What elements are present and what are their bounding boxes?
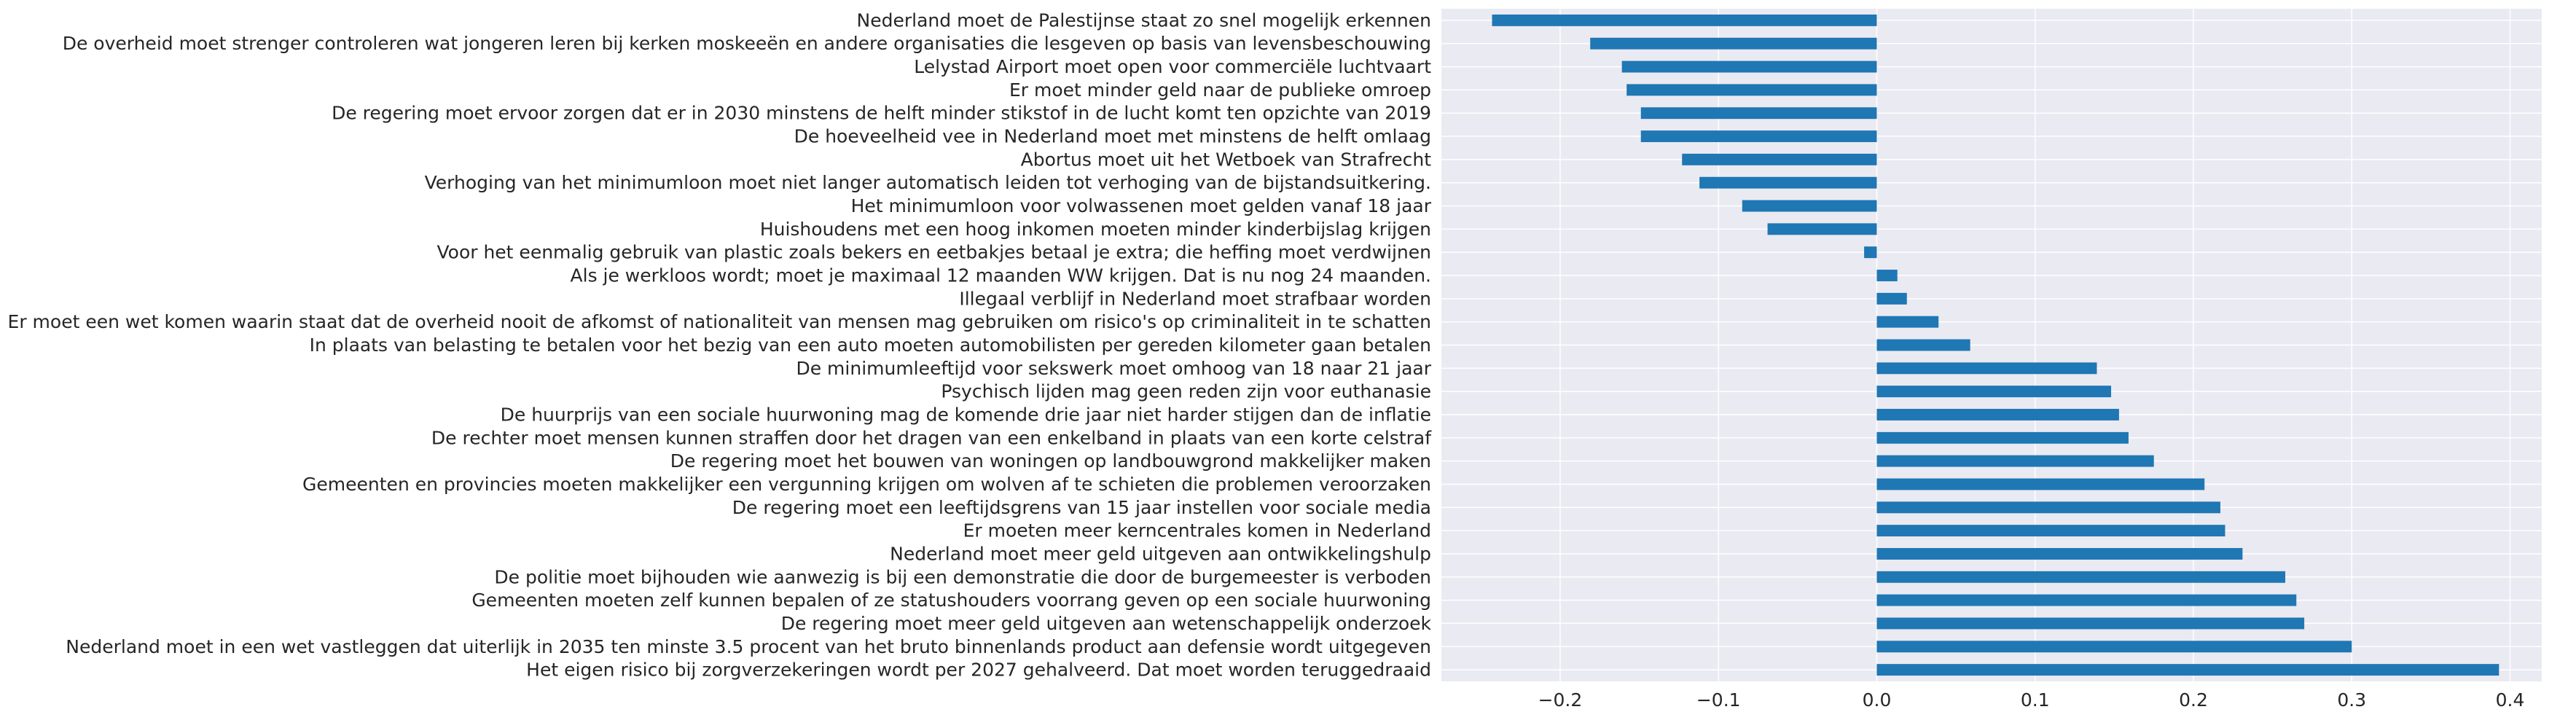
bar	[1876, 455, 2154, 467]
category-label: Verhoging van het minimumloon moet niet …	[425, 172, 1431, 193]
category-label: De minimumleeftijd voor sekswerk moet om…	[796, 358, 1431, 379]
category-label: Het eigen risico bij zorgverzekeringen w…	[526, 660, 1431, 681]
category-label: Nederland moet de Palestijnse staat zo s…	[857, 9, 1431, 31]
bar	[1876, 339, 1970, 351]
x-tick-label: 0.4	[2496, 689, 2525, 711]
x-tick-label: 0.2	[2179, 689, 2208, 711]
category-label: De hoeveelheid vee in Nederland moet met…	[794, 126, 1431, 147]
category-label: De regering moet het bouwen van woningen…	[670, 450, 1431, 472]
category-label: Als je werkloos wordt; moet je maximaal …	[571, 265, 1431, 286]
category-label: Psychisch lijden mag geen reden zijn voo…	[941, 381, 1431, 402]
bar	[1742, 200, 1877, 212]
bar	[1699, 176, 1877, 189]
category-label: De politie moet bijhouden wie aanwezig i…	[494, 566, 1431, 587]
category-label: Lelystad Airport moet open voor commerci…	[914, 56, 1431, 77]
bar	[1640, 107, 1877, 120]
bar	[1876, 641, 2352, 653]
category-label: Het minimumloon voor volwassenen moet ge…	[851, 195, 1432, 216]
bar	[1767, 223, 1877, 235]
bar	[1876, 594, 2297, 606]
bar	[1876, 316, 1939, 328]
bar	[1876, 525, 2225, 537]
category-label: De regering moet meer geld uitgeven aan …	[781, 613, 1432, 634]
bar	[1876, 617, 2305, 630]
bar	[1876, 501, 2220, 514]
x-tick-label: −0.1	[1696, 689, 1741, 711]
category-label: In plaats van belasting te betalen voor …	[310, 335, 1431, 356]
category-label: De regering moet een leeftijdsgrens van …	[732, 497, 1431, 518]
category-label: Gemeenten moeten zelf kunnen bepalen of …	[471, 590, 1431, 611]
bar	[1682, 153, 1877, 165]
bar	[1876, 664, 2499, 676]
bar	[1640, 130, 1877, 143]
category-label: Abortus moet uit het Wetboek van Strafre…	[1021, 149, 1432, 170]
bar	[1876, 571, 2286, 583]
bar	[1876, 478, 2205, 490]
bar	[1876, 386, 2112, 398]
category-label: Voor het eenmalig gebruik van plastic zo…	[436, 242, 1431, 263]
x-tick-label: 0.3	[2337, 689, 2366, 711]
category-label: Er moeten meer kerncentrales komen in Ne…	[963, 520, 1431, 541]
category-label: De overheid moet strenger controleren wa…	[63, 33, 1431, 54]
category-label: Nederland moet meer geld uitgeven aan on…	[890, 543, 1431, 564]
category-label: De regering moet ervoor zorgen dat er in…	[332, 103, 1431, 124]
x-tick-label: 0.0	[1863, 689, 1892, 711]
category-label: Gemeenten en provincies moeten makkelijk…	[302, 474, 1431, 495]
x-tick-label: −0.2	[1538, 689, 1583, 711]
category-label: Er moet minder geld naar de publieke omr…	[1009, 79, 1431, 101]
bar	[1876, 270, 1898, 281]
bar	[1621, 60, 1877, 73]
bar	[1590, 37, 1877, 50]
category-label: Er moet een wet komen waarin staat dat d…	[8, 311, 1431, 332]
bar	[1876, 292, 1907, 305]
bar	[1626, 84, 1877, 96]
category-labels: Nederland moet de Palestijnse staat zo s…	[8, 9, 1433, 680]
bar	[1492, 14, 1877, 26]
bar	[1864, 246, 1877, 259]
bars	[1492, 14, 2499, 676]
category-label: De huurprijs van een sociale huurwoning …	[501, 404, 1431, 425]
bar	[1876, 431, 2129, 444]
bar	[1876, 547, 2243, 560]
x-tick-labels: −0.2 −0.1 0.0 0.1 0.2 0.3 0.4	[1538, 689, 2525, 711]
category-label: De rechter moet mensen kunnen straffen d…	[431, 427, 1432, 448]
category-label: Illegaal verblijf in Nederland moet stra…	[959, 288, 1431, 309]
category-label: Huishoudens met een hoog inkomen moeten …	[760, 219, 1431, 240]
category-label: Nederland moet in een wet vastleggen dat…	[66, 636, 1431, 657]
bar	[1876, 409, 2119, 420]
x-tick-label: 0.1	[2021, 689, 2050, 711]
bar	[1876, 362, 2097, 375]
